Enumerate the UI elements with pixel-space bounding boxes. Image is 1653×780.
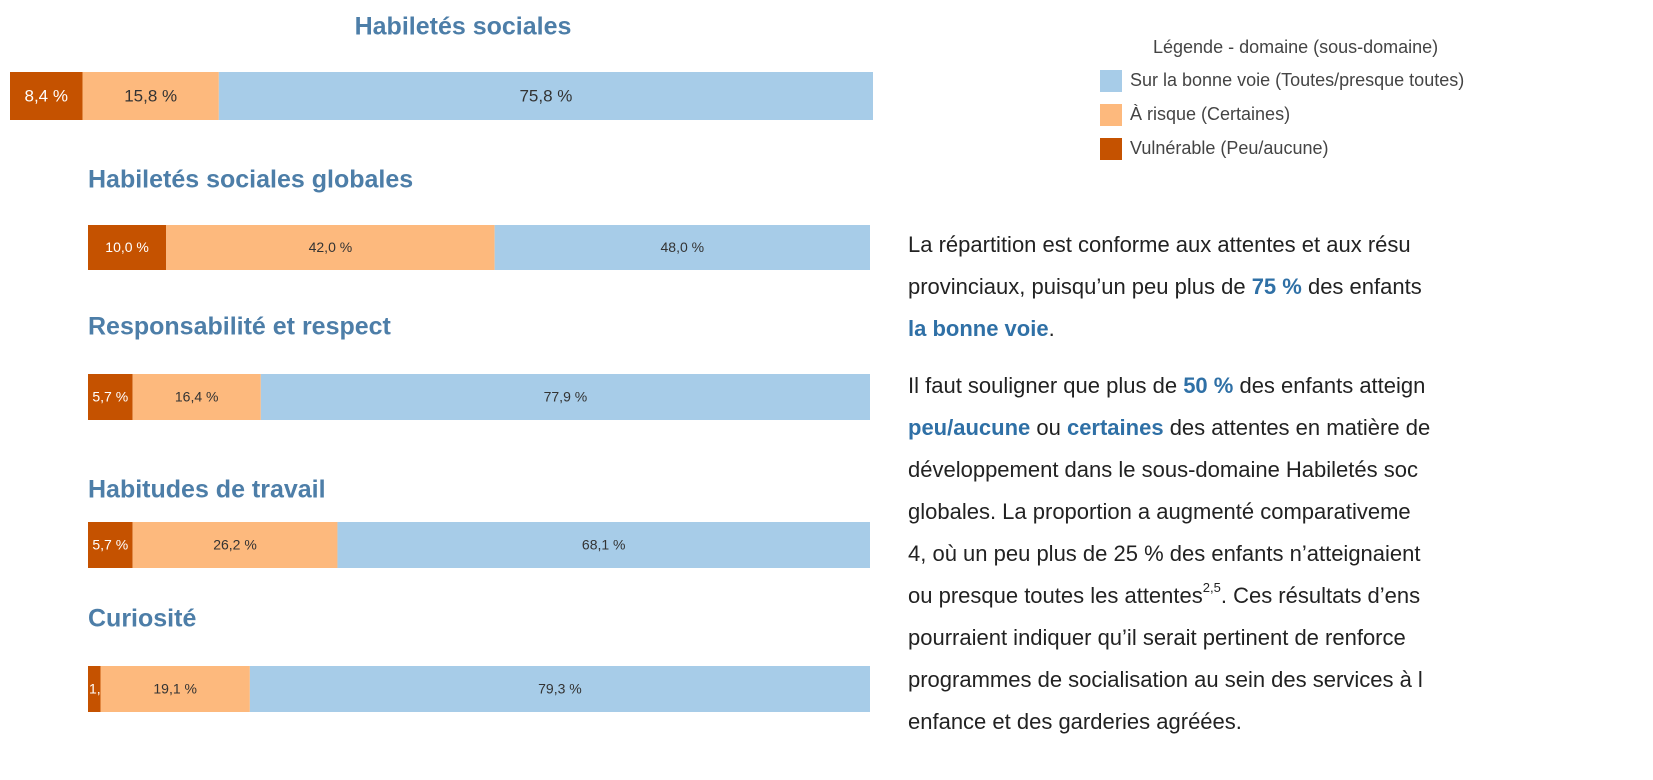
- text-run: La répartition est conforme aux attentes…: [908, 232, 1411, 257]
- bar-segment: [88, 225, 167, 270]
- text-run: certaines: [1067, 415, 1164, 440]
- panel-title: Habiletés sociales: [355, 13, 572, 41]
- value-label: 75,8 %: [519, 86, 572, 105]
- legend-swatch: [1100, 70, 1122, 92]
- text-run: peu/aucune: [908, 415, 1030, 440]
- text-run: provinciaux, puisqu’un peu plus de: [908, 274, 1252, 299]
- text-run: Il faut souligner que plus de: [908, 373, 1183, 398]
- value-label: 5,7 %: [92, 389, 128, 405]
- bar-segment: [100, 666, 250, 712]
- legend-swatch: [1100, 104, 1122, 126]
- bar-segment: [88, 374, 133, 420]
- value-label: 15,8 %: [124, 86, 177, 105]
- text-run: des attentes en matière de: [1164, 415, 1431, 440]
- text-run: . Ces résultats d’ens: [1221, 583, 1420, 608]
- text-run: enfance et des garderies agréées.: [908, 709, 1242, 734]
- body-line: programmes de socialisation au sein des …: [908, 667, 1423, 692]
- text-run: programmes de socialisation au sein des …: [908, 667, 1423, 692]
- panel-title: Curiosité: [88, 605, 196, 633]
- bar-segment: [260, 374, 870, 420]
- value-label: 16,4 %: [175, 389, 219, 405]
- legend-title: Légende - domaine (sous-domaine): [1153, 37, 1438, 57]
- text-run: la bonne voie: [908, 316, 1049, 341]
- value-label: 77,9 %: [544, 389, 588, 405]
- text-run: développement dans le sous-domaine Habil…: [908, 457, 1418, 482]
- value-label: 10,0 %: [105, 239, 149, 255]
- legend-label: À risque (Certaines): [1130, 104, 1290, 124]
- body-line: La répartition est conforme aux attentes…: [908, 232, 1411, 257]
- bar-segment: [218, 72, 873, 120]
- panel-title: Responsabilité et respect: [88, 313, 392, 341]
- legend-label: Sur la bonne voie (Toutes/presque toutes…: [1130, 70, 1464, 90]
- panel-title: Habitudes de travail: [88, 476, 326, 504]
- body-line: pourraient indiquer qu’il serait pertine…: [908, 625, 1406, 650]
- text-run: 4, où un peu plus de 25 % des enfants n’…: [908, 541, 1421, 566]
- body-line: globales. La proportion a augmenté compa…: [908, 499, 1411, 524]
- value-label: 8,4 %: [25, 86, 68, 105]
- bar-segment: [132, 374, 261, 420]
- text-run: .: [1049, 316, 1055, 341]
- text-run: ou: [1030, 415, 1067, 440]
- body-line: enfance et des garderies agréées.: [908, 709, 1242, 734]
- bar-segment: [166, 225, 495, 270]
- bar-segment: [82, 72, 219, 120]
- bar-segment: [249, 666, 870, 712]
- bar-segment: [132, 522, 338, 568]
- value-label: 68,1 %: [582, 537, 626, 553]
- bar-segment: [88, 522, 133, 568]
- legend-label: Vulnérable (Peu/aucune): [1130, 138, 1328, 158]
- text-run: pourraient indiquer qu’il serait pertine…: [908, 625, 1406, 650]
- body-line: Il faut souligner que plus de 50 % des e…: [908, 373, 1425, 398]
- body-line: la bonne voie.: [908, 316, 1055, 341]
- text-run: 2,5: [1203, 580, 1221, 595]
- bar-segment: [337, 522, 870, 568]
- body-line: développement dans le sous-domaine Habil…: [908, 457, 1418, 482]
- body-line: peu/aucune ou certaines des attentes en …: [908, 415, 1430, 440]
- text-run: 50 %: [1183, 373, 1233, 398]
- body-line: provinciaux, puisqu’un peu plus de 75 % …: [908, 274, 1422, 299]
- text-run: 75 %: [1252, 274, 1302, 299]
- value-label: 19,1 %: [153, 681, 197, 697]
- value-label: 42,0 %: [309, 239, 353, 255]
- bar-segment: [88, 666, 101, 712]
- bar-segment: [10, 72, 83, 120]
- text-run: ou presque toutes les attentes: [908, 583, 1203, 608]
- value-label: 26,2 %: [213, 537, 257, 553]
- legend-swatch: [1100, 138, 1122, 160]
- text-run: globales. La proportion a augmenté compa…: [908, 499, 1411, 524]
- text-run: des enfants atteign: [1233, 373, 1425, 398]
- body-line: 4, où un peu plus de 25 % des enfants n’…: [908, 541, 1421, 566]
- bar-segment: [494, 225, 870, 270]
- value-label: 79,3 %: [538, 681, 582, 697]
- value-label: 48,0 %: [661, 239, 705, 255]
- panel-title: Habiletés sociales globales: [88, 166, 413, 194]
- body-line: ou presque toutes les attentes2,5. Ces r…: [908, 580, 1420, 607]
- value-label: 5,7 %: [92, 537, 128, 553]
- text-run: des enfants: [1302, 274, 1422, 299]
